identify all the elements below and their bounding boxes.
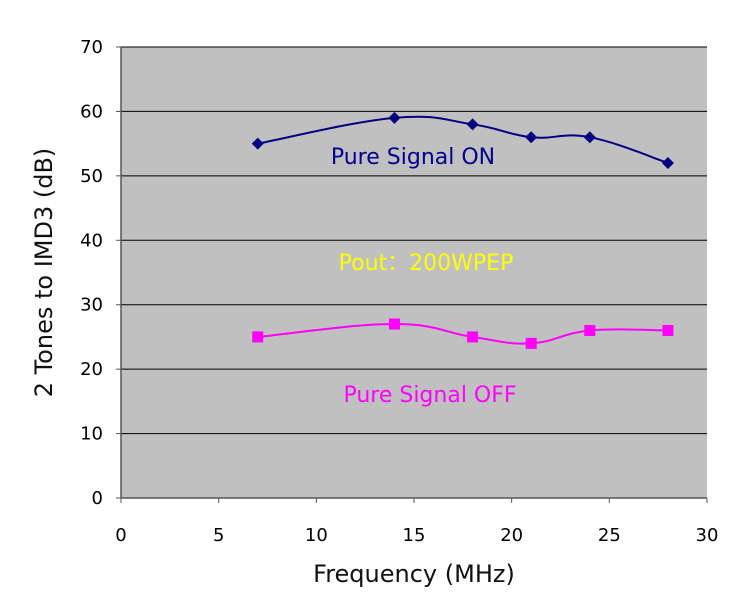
annotation-pure-signal-on: Pure Signal ON: [331, 145, 495, 170]
y-tick-label: 70: [80, 37, 103, 58]
data-point-diamond: [525, 131, 538, 144]
x-tick-label: 15: [403, 525, 426, 546]
data-point-diamond: [661, 156, 674, 169]
x-tick-label: 20: [500, 525, 523, 546]
series-layer: [251, 111, 674, 349]
data-point-diamond: [466, 118, 479, 131]
y-tick-label: 40: [80, 230, 103, 251]
plot-area: [121, 47, 707, 498]
x-tick-label: 10: [305, 525, 328, 546]
data-point-diamond: [583, 131, 596, 144]
data-point-square: [252, 331, 264, 343]
data-point-square: [388, 318, 400, 330]
x-tick-label: 0: [115, 525, 126, 546]
y-axis-ticks: 0 10 20 30 40 50 60 70: [80, 37, 121, 509]
y-tick-label: 60: [80, 101, 103, 122]
y-tick-label: 50: [80, 166, 103, 187]
x-tick-label: 5: [213, 525, 224, 546]
annotation-pout: Pout：200WPEP: [339, 251, 514, 276]
data-point-square: [662, 324, 674, 336]
y-axis-title: 2 Tones to IMD3 (dB): [30, 148, 58, 398]
x-axis-ticks: 0 5 10 15 20 25 30: [115, 498, 718, 546]
x-tick-label: 25: [598, 525, 621, 546]
data-point-square: [584, 324, 596, 336]
y-tick-label: 30: [80, 295, 103, 316]
x-axis-title: Frequency (MHz): [313, 560, 515, 588]
x-tick-label: 30: [696, 525, 719, 546]
data-point-square: [525, 337, 537, 349]
data-point-diamond: [388, 111, 401, 124]
y-tick-label: 10: [80, 424, 103, 445]
gridlines: [121, 46, 707, 435]
y-tick-label: 0: [92, 488, 103, 509]
data-point-square: [467, 331, 479, 343]
y-tick-label: 20: [80, 359, 103, 380]
annotation-pure-signal-off: Pure Signal OFF: [343, 383, 516, 408]
data-point-diamond: [251, 137, 264, 150]
series-line-0: [257, 115, 669, 164]
